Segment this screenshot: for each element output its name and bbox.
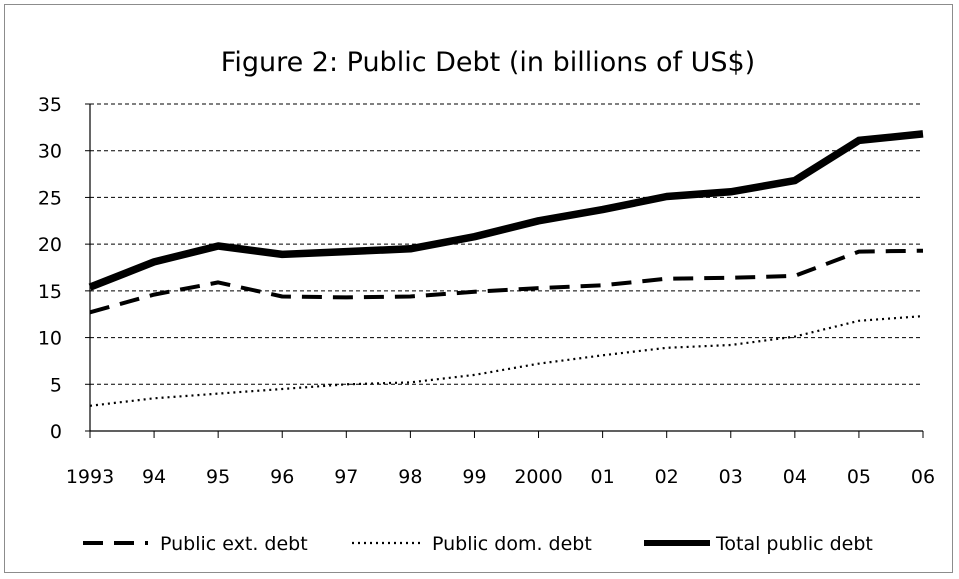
legend-label: Public dom. debt [432, 533, 592, 555]
x-axis-ticks: 1993 94 95 96 97 98 99 2000 01 02 03 04 05 06 [66, 431, 935, 488]
y-axis-ticks: 0 5 10 15 20 25 30 35 [38, 94, 90, 443]
chart-frame [4, 4, 953, 573]
series-lines [88, 130, 924, 407]
y-tick-label: 35 [38, 94, 62, 116]
series-line-dashed [89, 248, 924, 315]
x-tick-label: 06 [911, 466, 935, 488]
x-tick-label: 97 [334, 466, 358, 488]
axes [89, 104, 923, 432]
y-tick-label: 10 [38, 328, 62, 350]
x-tick-label: 94 [142, 466, 166, 488]
x-tick-label: 95 [206, 466, 230, 488]
y-tick-label: 20 [38, 234, 62, 256]
x-tick-label: 99 [462, 466, 486, 488]
x-tick-label: 03 [719, 466, 743, 488]
y-tick-label: 5 [50, 374, 62, 396]
x-tick-label: 96 [270, 466, 294, 488]
legend-label: Total public debt [715, 533, 873, 555]
chart-title: Figure 2: Public Debt (in billions of US… [221, 47, 755, 78]
x-tick-label: 1993 [66, 466, 114, 488]
y-tick-label: 30 [38, 141, 62, 163]
x-tick-label: 02 [655, 466, 679, 488]
legend-label: Public ext. debt [160, 533, 308, 555]
y-tick-label: 25 [38, 187, 62, 209]
x-tick-label: 2000 [514, 466, 562, 488]
legend: Public ext. debt Public dom. debt Total pu… [83, 533, 873, 555]
y-tick-label: 15 [38, 281, 62, 303]
x-tick-label: 98 [398, 466, 422, 488]
x-tick-label: 04 [783, 466, 807, 488]
series-line-solid [88, 130, 924, 291]
y-tick-label: 0 [50, 421, 62, 443]
x-tick-label: 05 [847, 466, 871, 488]
series-line-dotted [89, 315, 924, 407]
x-tick-label: 01 [591, 466, 615, 488]
